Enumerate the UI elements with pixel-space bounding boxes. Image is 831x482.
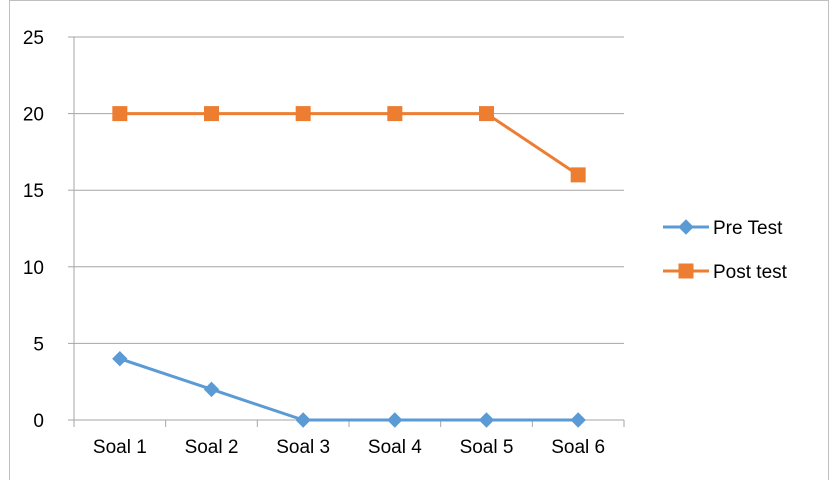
point-post-test-1 [112, 106, 128, 122]
legend: Pre Test Post test [663, 218, 788, 283]
y-tick-label-20: 20 [23, 105, 44, 126]
legend-marker-post-test [678, 263, 694, 279]
point-pre-test-6 [570, 412, 586, 428]
x-tick-labels: Soal 1 Soal 2 Soal 3 Soal 4 Soal 5 Soal 6 [93, 437, 605, 458]
point-post-test-3 [295, 106, 311, 122]
y-tick-label-25: 25 [23, 28, 44, 49]
series-markers [112, 106, 586, 428]
x-tick-label-5: Soal 5 [460, 437, 514, 458]
point-pre-test-1 [112, 351, 128, 367]
y-tick-label-10: 10 [23, 258, 44, 279]
y-tick-label-5: 5 [33, 334, 44, 355]
chart-frame [9, 0, 829, 480]
y-tick-labels: 0 5 10 15 20 25 [23, 28, 44, 432]
x-tick-label-4: Soal 4 [368, 437, 422, 458]
x-tick-label-1: Soal 1 [93, 437, 147, 458]
series-line-post-test [118, 112, 580, 177]
series-line-pre-test [118, 357, 580, 422]
gridlines [74, 36, 624, 344]
point-pre-test-4 [387, 412, 403, 428]
x-tick-label-2: Soal 2 [185, 437, 239, 458]
point-pre-test-5 [478, 412, 495, 428]
legend-label-pre-test: Pre Test [713, 218, 783, 239]
point-post-test-5 [479, 106, 494, 122]
legend-label-post-test: Post test [713, 262, 788, 283]
point-pre-test-3 [295, 412, 311, 428]
x-tick-label-3: Soal 3 [276, 437, 330, 458]
legend-marker-pre-test [678, 219, 694, 235]
x-tick-label-6: Soal 6 [551, 437, 605, 458]
point-pre-test-2 [203, 381, 220, 398]
point-post-test-2 [204, 106, 219, 122]
point-post-test-6 [570, 167, 586, 183]
series-lines [118, 112, 580, 422]
y-tick-label-15: 15 [23, 181, 44, 202]
y-tick-label-0: 0 [33, 411, 44, 432]
point-post-test-4 [387, 106, 403, 122]
